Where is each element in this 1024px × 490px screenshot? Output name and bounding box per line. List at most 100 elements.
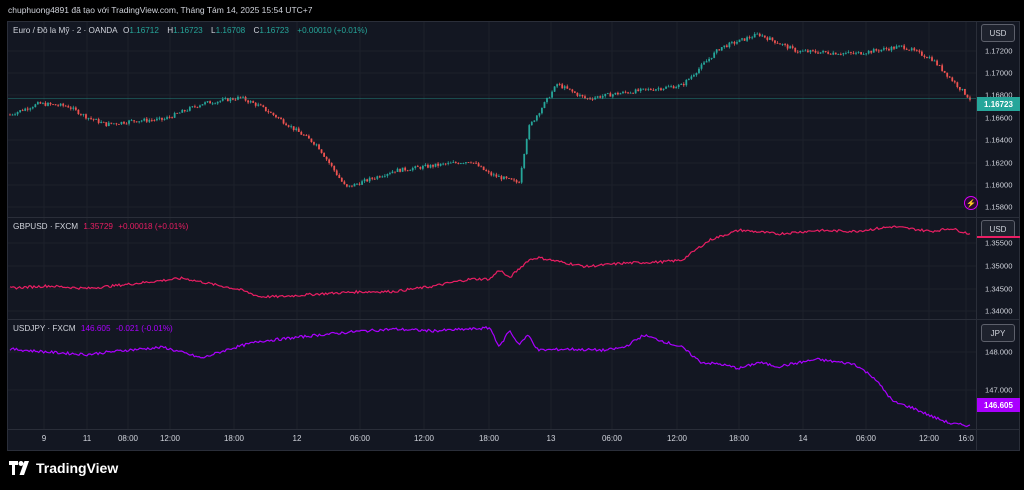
candle-body xyxy=(885,48,888,49)
candle-body xyxy=(429,164,432,168)
candle-body xyxy=(54,104,57,106)
candle-body xyxy=(611,94,614,97)
candle-body xyxy=(819,52,822,54)
candle-body xyxy=(958,87,961,90)
candle-body xyxy=(145,118,148,122)
candle-body xyxy=(799,50,802,53)
candle-body xyxy=(31,107,34,109)
candle-body xyxy=(622,91,624,94)
usdjpy-plot[interactable] xyxy=(8,320,976,429)
time-axis[interactable]: 9 11 08:00 12:00 18:00 12 06:00 12:00 18:00 13 06:… xyxy=(8,429,976,451)
candle-body xyxy=(685,79,688,86)
candle-body xyxy=(910,48,913,51)
candle-body xyxy=(713,52,716,58)
candle-body xyxy=(850,52,852,53)
candle-body xyxy=(404,167,407,171)
candle-body xyxy=(432,164,434,167)
candle-body xyxy=(313,142,315,145)
candle-body xyxy=(548,97,551,99)
candle-body xyxy=(80,114,82,115)
price-tick: 1.34000 xyxy=(985,306,1013,316)
candle-body xyxy=(216,101,219,104)
pane-separator[interactable] xyxy=(8,319,1019,320)
tradingview-logo[interactable]: TradingView xyxy=(9,460,118,476)
axis-corner xyxy=(976,429,1020,451)
pane-separator[interactable] xyxy=(8,217,1019,218)
candle-body xyxy=(781,44,784,45)
candle-body xyxy=(323,152,325,157)
candle-body xyxy=(946,72,949,77)
candle-body xyxy=(133,120,136,122)
candle-body xyxy=(508,178,510,179)
candle-body xyxy=(698,68,700,74)
candle-body xyxy=(351,185,353,187)
candle-body xyxy=(718,49,721,51)
candle-body xyxy=(584,96,586,99)
gbpusd-currency-button[interactable]: USD xyxy=(981,220,1015,238)
candle-body xyxy=(591,98,594,100)
gbpusd-price-scale[interactable]: USD 1.35500 1.35000 1.34500 1.34000 xyxy=(976,218,1020,319)
usdjpy-price-scale[interactable]: JPY 148.000 147.000 146.605 xyxy=(976,320,1020,429)
candle-body xyxy=(338,175,341,178)
candle-body xyxy=(882,48,885,50)
candle-body xyxy=(454,162,457,163)
candle-body xyxy=(297,128,300,132)
candle-body xyxy=(829,53,832,55)
candle-body xyxy=(627,92,629,94)
gbpusd-plot[interactable] xyxy=(8,218,976,319)
candle-body xyxy=(166,117,168,119)
candle-body xyxy=(406,170,409,172)
candle-body xyxy=(419,167,422,169)
candle-body xyxy=(834,52,837,55)
eurusd-price-scale[interactable]: USD 1.17200 1.17000 1.16800 1.16600 1.16… xyxy=(976,22,1020,217)
gbpusd-pane[interactable]: GBPUSD · FXCM 1.35729 +0.00018 (+0.01%) … xyxy=(8,218,1020,319)
usdjpy-pane[interactable]: USDJPY · FXCM 146.605 -0.021 (-0.01%) JP… xyxy=(8,320,1020,429)
high-label: H xyxy=(167,26,174,35)
lightning-icon[interactable]: ⚡ xyxy=(964,196,978,210)
candle-body xyxy=(307,135,310,139)
candle-body xyxy=(571,89,574,92)
candle-body xyxy=(893,46,895,49)
candle-body xyxy=(936,60,938,66)
close-label: C xyxy=(253,26,260,35)
candle-body xyxy=(148,120,151,122)
candle-body xyxy=(568,88,571,90)
candle-body xyxy=(90,117,92,119)
candle-body xyxy=(135,121,138,123)
candle-body xyxy=(776,42,779,44)
candle-body xyxy=(604,93,607,97)
candle-body xyxy=(290,126,293,128)
time-label: 06:00 xyxy=(855,434,877,443)
candle-body xyxy=(741,38,743,40)
eurusd-symbol: Euro / Đô la Mỹ · 2 · OANDA xyxy=(13,26,118,35)
candle-body xyxy=(637,89,640,92)
eurusd-currency-button[interactable]: USD xyxy=(981,24,1015,42)
candle-body xyxy=(452,162,455,163)
candle-body xyxy=(206,101,209,103)
candle-body xyxy=(670,86,673,88)
series-line xyxy=(9,225,971,299)
eurusd-pane[interactable]: Euro / Đô la Mỹ · 2 · OANDA O1.16712 H1.… xyxy=(8,22,1020,217)
candle-body xyxy=(249,101,252,103)
chart-container[interactable]: Euro / Đô la Mỹ · 2 · OANDA O1.16712 H1.… xyxy=(7,21,1020,451)
candle-body xyxy=(310,138,313,143)
candle-body xyxy=(558,84,561,86)
candle-body xyxy=(14,114,16,116)
candle-body xyxy=(806,50,809,53)
candle-body xyxy=(330,162,333,166)
usdjpy-currency-button[interactable]: JPY xyxy=(981,324,1015,342)
candle-body xyxy=(105,122,108,126)
candle-body xyxy=(239,96,242,98)
candle-body xyxy=(809,50,812,53)
candle-body xyxy=(933,60,936,62)
candle-body xyxy=(890,46,893,51)
candle-body xyxy=(204,102,206,105)
candle-body xyxy=(667,86,670,88)
candle-body xyxy=(449,162,452,164)
candle-body xyxy=(672,86,675,89)
candle-body xyxy=(361,181,363,185)
candle-body xyxy=(941,65,944,71)
eurusd-plot[interactable] xyxy=(8,22,976,217)
candle-body xyxy=(118,124,120,125)
candle-body xyxy=(844,52,847,54)
